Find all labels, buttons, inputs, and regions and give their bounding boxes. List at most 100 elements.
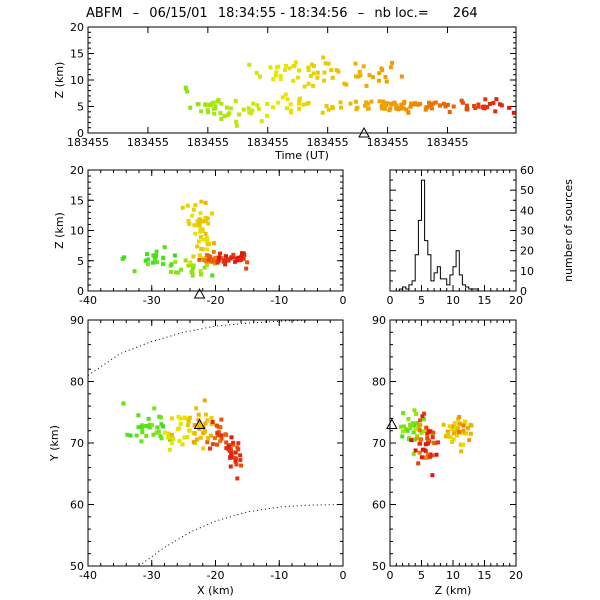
time-height-point xyxy=(273,73,278,78)
x-y-point xyxy=(228,455,233,460)
x-z-point xyxy=(223,262,228,267)
x-y-point xyxy=(171,436,176,441)
title-date: 06/15/01 xyxy=(149,6,207,21)
time-height-point xyxy=(377,78,382,83)
x-z-xtick-label: -20 xyxy=(207,294,225,307)
x-y-point xyxy=(216,433,221,438)
histogram-ylabel: number of sources xyxy=(562,179,575,282)
time-height-point xyxy=(271,77,276,82)
time-height-point xyxy=(401,101,406,106)
x-z-point xyxy=(209,211,214,216)
time-height-ytick-label: 10 xyxy=(70,74,84,87)
x-z-point xyxy=(173,270,178,275)
x-z-point xyxy=(215,260,220,265)
x-z-ytick-label: 10 xyxy=(70,225,84,238)
time-height-point xyxy=(309,62,314,67)
time-height-point xyxy=(399,74,404,79)
x-y-point xyxy=(214,442,219,447)
x-y-point xyxy=(233,456,238,461)
z-y-point xyxy=(459,449,464,454)
time-height-point xyxy=(491,100,496,105)
z-y-point xyxy=(463,419,468,424)
x-y-point xyxy=(228,447,233,452)
time-height-point xyxy=(384,103,389,108)
x-z-point xyxy=(176,270,181,275)
time-height-point xyxy=(228,106,233,111)
x-y-point xyxy=(198,435,203,440)
x-y-point xyxy=(178,421,183,426)
time-height-point xyxy=(481,104,486,109)
title-count: 264 xyxy=(453,6,478,21)
time-height-point xyxy=(392,100,397,105)
x-z-point xyxy=(190,270,195,275)
x-y-point xyxy=(224,432,229,437)
x-z-point xyxy=(132,269,137,274)
time-height-point xyxy=(437,103,442,108)
x-y-point xyxy=(229,449,234,454)
z-y-point xyxy=(446,431,451,436)
time-height-point xyxy=(211,106,216,111)
x-z-xtick-label: 0 xyxy=(340,294,347,307)
figure-title: ABFM – 06/15/01 18:34:55 - 18:34:56 – nb… xyxy=(86,6,478,21)
z-y-ytick-label: 90 xyxy=(372,314,386,327)
x-y-point xyxy=(203,412,208,417)
x-y-point xyxy=(228,464,233,469)
time-height-point xyxy=(256,106,261,111)
time-height-xtick-label: 183455 xyxy=(67,136,109,149)
z-y-point xyxy=(457,415,462,420)
z-y-point xyxy=(455,433,460,438)
x-z-point xyxy=(231,252,236,257)
z-y-point xyxy=(458,442,463,447)
z-y-point xyxy=(412,408,417,413)
x-y-point xyxy=(177,426,182,431)
time-height-xtick-label: 183455 xyxy=(187,136,229,149)
x-z-point xyxy=(173,259,178,264)
x-z-point xyxy=(241,256,246,261)
time-height-point xyxy=(284,106,289,111)
x-y-ytick-label: 70 xyxy=(70,437,84,450)
x-z-point xyxy=(203,215,208,220)
x-z-point xyxy=(206,257,211,262)
time-height-point xyxy=(259,119,264,124)
x-y-point xyxy=(214,423,219,428)
x-y-point xyxy=(202,398,207,403)
x-z-point xyxy=(239,254,244,259)
x-z-point xyxy=(230,255,235,260)
x-y-point xyxy=(218,439,223,444)
time-height-point xyxy=(296,75,301,80)
time-height-point xyxy=(361,64,366,69)
z-y-point xyxy=(417,450,422,455)
time-height-point xyxy=(212,111,217,116)
x-y-point xyxy=(187,428,192,433)
time-height-ytick-label: 0 xyxy=(77,127,84,140)
x-y-point xyxy=(121,401,126,406)
time-height-point xyxy=(379,104,384,109)
histogram-xtick-label: 0 xyxy=(387,294,394,307)
x-y-point xyxy=(185,423,190,428)
x-y-point xyxy=(139,439,144,444)
x-z-point xyxy=(206,221,211,226)
x-z-point xyxy=(204,259,209,264)
x-y-point xyxy=(209,422,214,427)
time-height-point xyxy=(472,103,477,108)
z-y-point xyxy=(469,423,474,428)
time-height-point xyxy=(364,83,369,88)
x-y-point xyxy=(185,435,190,440)
x-z-xtick-label: -10 xyxy=(270,294,288,307)
time-height-point xyxy=(413,102,418,107)
x-y-point xyxy=(236,447,241,452)
z-y-point xyxy=(401,424,406,429)
x-z-point xyxy=(198,235,203,240)
x-z-point xyxy=(197,253,202,258)
z-y-point xyxy=(455,426,460,431)
z-y-point xyxy=(400,434,405,439)
time-height-point xyxy=(206,110,211,115)
time-height-point xyxy=(390,60,395,65)
z-y-ytick-label: 70 xyxy=(372,437,386,450)
time-height-point xyxy=(224,105,229,110)
x-y-point xyxy=(155,425,160,430)
time-height-point xyxy=(306,68,311,73)
x-z-point xyxy=(190,273,195,278)
time-height-point xyxy=(348,101,353,106)
x-y-point xyxy=(239,463,244,468)
